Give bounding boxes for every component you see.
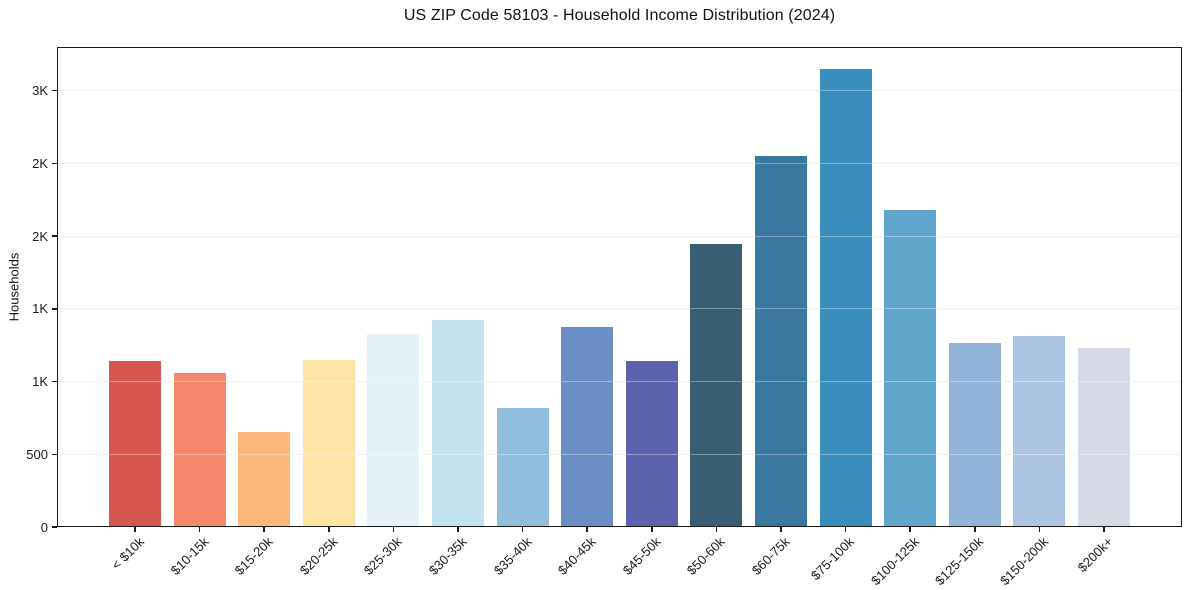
y-tick-label: 0 (40, 519, 48, 535)
x-tick-label: $50-60k (684, 534, 728, 578)
x-tick-label: $15-20k (231, 534, 276, 578)
bar (432, 319, 484, 527)
x-tick-label: $125-150k (932, 534, 987, 589)
y-tick-label: 1K (32, 374, 48, 390)
gridline-overlay (57, 90, 1182, 92)
y-tick-mark (52, 235, 57, 237)
bar (496, 407, 549, 527)
y-tick-label: 500 (26, 446, 48, 462)
x-tick-mark (715, 527, 718, 532)
bar (690, 244, 743, 527)
bar (819, 68, 872, 527)
gridline (57, 308, 1182, 310)
gridline-overlay (57, 308, 1182, 310)
y-tick-mark (52, 89, 57, 92)
chart-title: US ZIP Code 58103 - Household Income Dis… (403, 7, 836, 24)
gridlines-under (57, 47, 1182, 527)
x-tick-mark (328, 527, 330, 532)
x-tick-mark (1038, 527, 1041, 532)
bar (238, 431, 291, 527)
x-tick-mark (198, 527, 201, 532)
x-tick-label: $10-15k (167, 534, 212, 578)
x-tick-label: $20-25k (296, 534, 341, 578)
x-tick-mark (263, 527, 265, 532)
bar (561, 327, 614, 527)
bar (302, 359, 355, 527)
bar (367, 333, 420, 527)
x-tick-mark (651, 527, 653, 532)
bar (948, 343, 1001, 527)
bar (173, 372, 226, 527)
gridline-overlay (57, 162, 1182, 164)
plot-area (57, 47, 1182, 527)
x-tick-label: $45-50k (619, 534, 664, 578)
gridlines-overlay (57, 47, 1182, 527)
x-tick-label: $60-75k (748, 534, 793, 578)
x-tick-label: $200k+ (1074, 534, 1116, 576)
gridline (57, 453, 1182, 455)
gridline-overlay (57, 381, 1182, 383)
x-tick-label: $35-40k (490, 534, 535, 578)
gridline-overlay (57, 453, 1182, 455)
x-tick-mark (457, 527, 459, 532)
x-tick-mark (521, 527, 524, 532)
y-tick-mark (52, 308, 57, 310)
x-tick-mark (780, 527, 782, 532)
y-tick-mark (52, 453, 57, 456)
bar (109, 360, 161, 527)
x-tick-label: < $10k (108, 534, 147, 573)
y-tick-mark (52, 526, 57, 528)
x-tick-mark (974, 527, 976, 532)
bar (1013, 335, 1066, 527)
bar (1078, 348, 1130, 527)
y-tick-mark (52, 162, 57, 165)
x-tick-mark (844, 527, 847, 532)
x-tick-mark (586, 527, 588, 532)
gridline (57, 381, 1182, 383)
x-tick-label: $100-125k (867, 534, 922, 589)
x-tick-mark (392, 527, 395, 532)
y-tick-label: 2K (32, 155, 48, 171)
y-tick-label: 3K (32, 83, 48, 99)
x-tick-mark (134, 527, 136, 532)
gridline (57, 90, 1182, 92)
y-tick-label: 2K (32, 228, 48, 244)
x-tick-label: $150-200k (996, 534, 1051, 589)
gridline (57, 235, 1182, 237)
gridline (57, 162, 1182, 164)
x-tick-label: $25-30k (361, 534, 405, 578)
bars-layer (57, 47, 1182, 527)
x-tick-mark (1103, 527, 1105, 532)
bar (625, 360, 678, 527)
x-tick-label: $30-35k (425, 534, 470, 578)
y-tick-mark (52, 380, 57, 383)
x-tick-label: $40-45k (554, 534, 599, 578)
x-tick-label: $75-100k (808, 534, 858, 583)
x-tick-mark (909, 527, 911, 532)
y-tick-label: 1K (32, 301, 48, 317)
bar (884, 209, 937, 527)
gridline-overlay (57, 235, 1182, 237)
bar (755, 156, 807, 527)
